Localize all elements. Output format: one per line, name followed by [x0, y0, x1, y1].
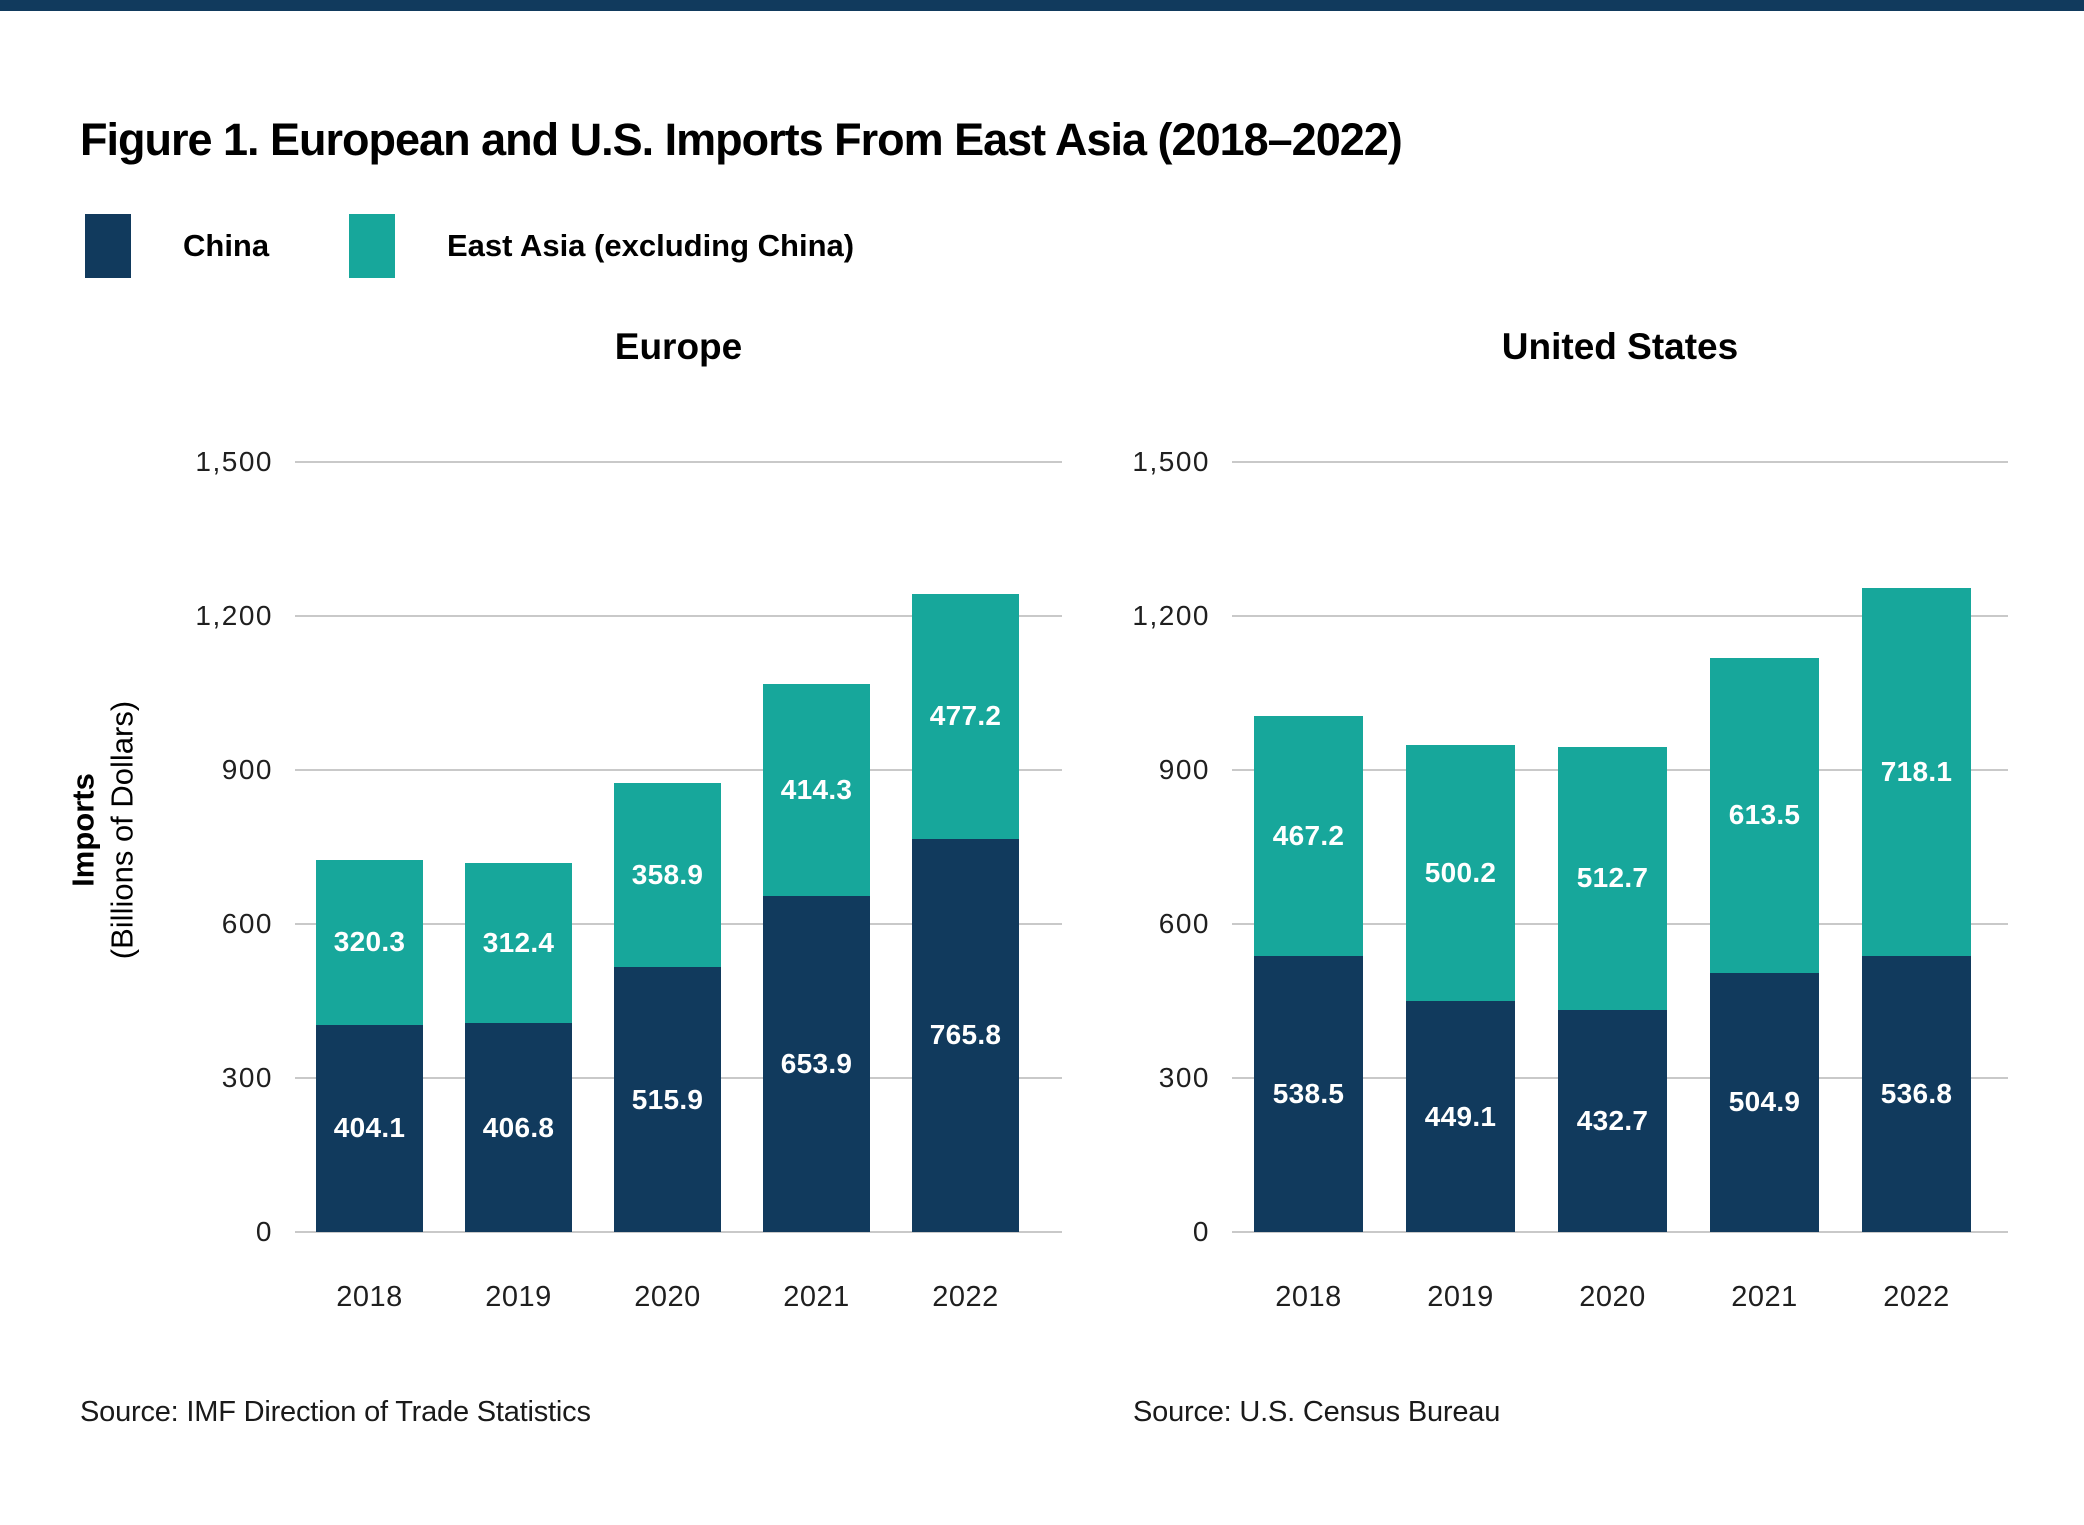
- x-tick-label-2018: 2018: [1275, 1281, 1342, 1313]
- gridline-1200: [1232, 615, 2008, 617]
- source-note-europe: Source: IMF Direction of Trade Statistic…: [80, 1396, 591, 1428]
- bar-value-label: 515.9: [631, 1083, 704, 1115]
- bar-segment-europe-2019-china: 406.8: [465, 1023, 572, 1232]
- x-tick-label-2019: 2019: [1427, 1281, 1494, 1313]
- bar-segment-united-states-2019-china: 449.1: [1406, 1001, 1515, 1232]
- chart-title-united-states: United States: [1501, 326, 1739, 367]
- source-note-united-states: Source: U.S. Census Bureau: [1133, 1396, 1501, 1428]
- chart-title-europe: Europe: [614, 326, 743, 367]
- bar-segment-united-states-2019-east-asia-excluding-china: 500.2: [1406, 744, 1515, 1002]
- y-tick-label-0: 0: [1192, 1216, 1210, 1247]
- bar-value-label: 312.4: [482, 927, 555, 958]
- bar-segment-united-states-2021-china: 504.9: [1710, 972, 1819, 1232]
- bar-value-label: 477.2: [929, 700, 1002, 732]
- x-tick-label-2022: 2022: [932, 1281, 999, 1313]
- bar-segment-europe-2018-east-asia-excluding-china: 320.3: [316, 860, 423, 1025]
- united-states-plot: 0 300 600 900 1,200 1,500 538.5 467.2 2018 449.1 5…: [1132, 446, 2008, 1313]
- gridline-0: [295, 1231, 1062, 1233]
- y-tick-label-1500: 1,500: [1132, 446, 1210, 477]
- bar-value-label: 449.1: [1424, 1100, 1497, 1132]
- bar-segment-united-states-2022-east-asia-excluding-china: 718.1: [1862, 587, 1971, 957]
- bar-value-label: 653.9: [780, 1048, 853, 1080]
- y-tick-label-600: 600: [221, 908, 273, 939]
- gridline-1200: [295, 615, 1062, 617]
- bar-segment-europe-2021-china: 653.9: [763, 896, 870, 1232]
- europe-plot: 0 300 600 900 1,200 1,500 404.1 320.3 2018 406.8 3…: [195, 446, 1062, 1313]
- legend-label-china: China: [183, 228, 270, 263]
- bar-segment-united-states-2018-china: 538.5: [1254, 955, 1363, 1232]
- bar-value-label: 404.1: [333, 1112, 406, 1144]
- gridline-900: [295, 769, 1062, 771]
- bar-segment-united-states-2022-china: 536.8: [1862, 956, 1971, 1232]
- bar-value-label: 538.5: [1272, 1077, 1345, 1109]
- y-tick-label-1500: 1,500: [195, 446, 273, 477]
- figure-title: Figure 1. European and U.S. Imports From…: [80, 114, 1403, 166]
- bar-segment-europe-2020-china: 515.9: [614, 967, 721, 1232]
- legend-item-china: China: [85, 214, 269, 278]
- legend-label-east-asia: East Asia (excluding China): [447, 228, 855, 263]
- x-tick-label-2020: 2020: [634, 1281, 701, 1313]
- bar-segment-united-states-2020-east-asia-excluding-china: 512.7: [1558, 746, 1667, 1010]
- bar-value-label: 500.2: [1424, 857, 1497, 889]
- x-tick-label-2022: 2022: [1883, 1281, 1950, 1313]
- bar-segment-united-states-2020-china: 432.7: [1558, 1009, 1667, 1232]
- legend-swatch-china: [85, 214, 131, 278]
- bar-value-label: 320.3: [333, 926, 406, 958]
- y-tick-label-1200: 1,200: [195, 600, 273, 631]
- bar-segment-united-states-2018-east-asia-excluding-china: 467.2: [1254, 715, 1363, 956]
- y-axis-title-line1: Imports: [65, 773, 101, 887]
- x-tick-label-2021: 2021: [1731, 1281, 1798, 1313]
- y-tick-label-600: 600: [1158, 908, 1210, 939]
- bar-value-label: 613.5: [1728, 799, 1801, 831]
- x-tick-label-2020: 2020: [1579, 1281, 1646, 1313]
- bar-value-label: 512.7: [1576, 862, 1649, 894]
- legend-swatch-east-asia: [349, 214, 395, 278]
- bar-segment-europe-2019-east-asia-excluding-china: 312.4: [465, 862, 572, 1024]
- y-tick-label-300: 300: [221, 1062, 273, 1093]
- y-axis-title: Imports (Billions of Dollars): [64, 701, 142, 959]
- bar-value-label: 718.1: [1880, 756, 1953, 788]
- x-tick-label-2018: 2018: [336, 1281, 403, 1313]
- bar-value-label: 765.8: [929, 1019, 1002, 1051]
- bar-segment-united-states-2021-east-asia-excluding-china: 613.5: [1710, 657, 1819, 973]
- bar-value-label: 504.9: [1728, 1086, 1801, 1118]
- bar-value-label: 467.2: [1272, 819, 1345, 851]
- bar-value-label: 536.8: [1880, 1078, 1953, 1110]
- x-tick-label-2021: 2021: [783, 1281, 850, 1313]
- y-axis-title-line2: (Billions of Dollars): [104, 700, 139, 960]
- bar-value-label: 358.9: [631, 859, 704, 891]
- gridline-1500: [1232, 461, 2008, 463]
- gridline-0: [1232, 1231, 2008, 1233]
- bar-segment-europe-2022-east-asia-excluding-china: 477.2: [912, 593, 1019, 839]
- bar-value-label: 406.8: [482, 1111, 555, 1143]
- bar-segment-europe-2020-east-asia-excluding-china: 358.9: [614, 782, 721, 968]
- bar-value-label: 432.7: [1576, 1104, 1649, 1136]
- x-tick-label-2019: 2019: [485, 1281, 552, 1313]
- y-tick-label-300: 300: [1158, 1062, 1210, 1093]
- bar-segment-europe-2022-china: 765.8: [912, 838, 1019, 1232]
- y-tick-label-900: 900: [221, 754, 273, 785]
- bar-segment-europe-2018-china: 404.1: [316, 1024, 423, 1232]
- bar-segment-europe-2021-east-asia-excluding-china: 414.3: [763, 683, 870, 897]
- bar-value-label: 414.3: [780, 774, 853, 805]
- legend-item-east-asia: East Asia (excluding China): [349, 214, 854, 278]
- y-tick-label-0: 0: [255, 1216, 273, 1247]
- gridline-1500: [295, 461, 1062, 463]
- top-accent-bar: [0, 0, 2084, 11]
- y-tick-label-1200: 1,200: [1132, 600, 1210, 631]
- y-tick-label-900: 900: [1158, 754, 1210, 785]
